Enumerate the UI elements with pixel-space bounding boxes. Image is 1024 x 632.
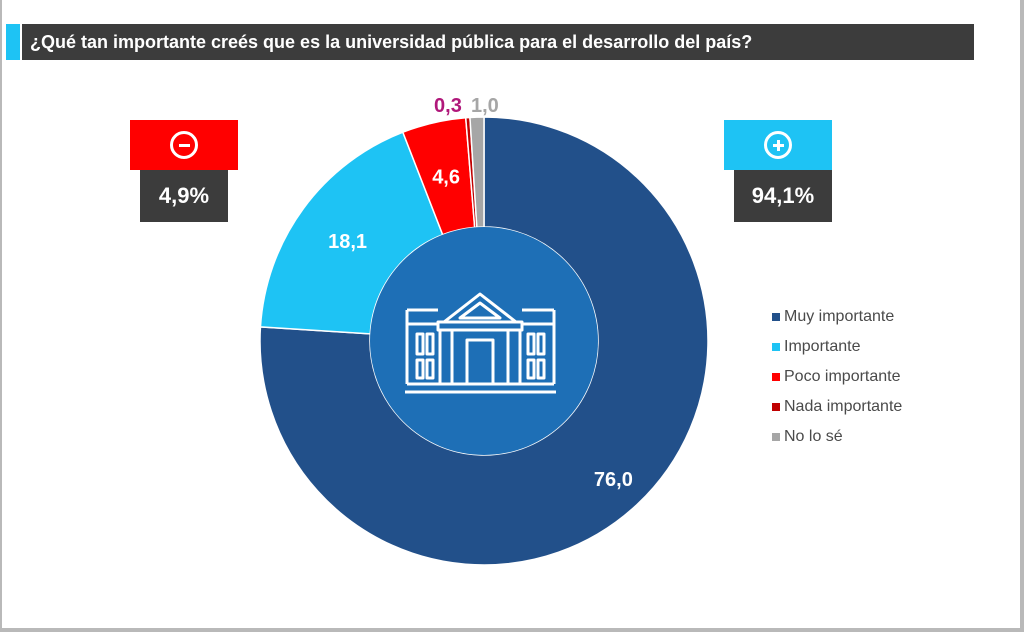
- chart-legend: Muy importante Importante Poco importante N…: [772, 302, 902, 452]
- negative-sign-box: [130, 120, 238, 170]
- data-label: 4,6: [432, 166, 460, 188]
- frame-right-border: [1020, 0, 1024, 632]
- positive-total: 94,1%: [734, 170, 832, 222]
- data-label: 1,0: [471, 95, 499, 117]
- frame-bottom-border: [0, 628, 1024, 632]
- legend-item: Muy importante: [772, 302, 902, 332]
- legend-label: Importante: [784, 338, 861, 355]
- legend-swatch: [772, 403, 780, 411]
- legend-swatch: [772, 433, 780, 441]
- data-label: 18,1: [328, 231, 367, 253]
- plus-icon: [764, 131, 792, 159]
- legend-swatch: [772, 343, 780, 351]
- legend-label: Muy importante: [784, 308, 895, 325]
- legend-item: Poco importante: [772, 362, 902, 392]
- data-label: 0,3: [434, 95, 462, 117]
- legend-swatch: [772, 313, 780, 321]
- frame-left-border: [0, 0, 2, 632]
- legend-label: No lo sé: [784, 428, 843, 445]
- negative-total: 4,9%: [140, 170, 228, 222]
- minus-icon: [170, 131, 198, 159]
- data-label: 76,0: [594, 469, 633, 491]
- title-accent: [6, 24, 20, 60]
- university-building-icon: [405, 292, 556, 394]
- legend-swatch: [772, 373, 780, 381]
- chart-title: ¿Qué tan importante creés que es la univ…: [22, 24, 974, 60]
- legend-item: Importante: [772, 332, 902, 362]
- legend-item: No lo sé: [772, 422, 902, 452]
- positive-sign-box: [724, 120, 832, 170]
- legend-label: Poco importante: [784, 368, 901, 385]
- legend-item: Nada importante: [772, 392, 902, 422]
- legend-label: Nada importante: [784, 398, 903, 415]
